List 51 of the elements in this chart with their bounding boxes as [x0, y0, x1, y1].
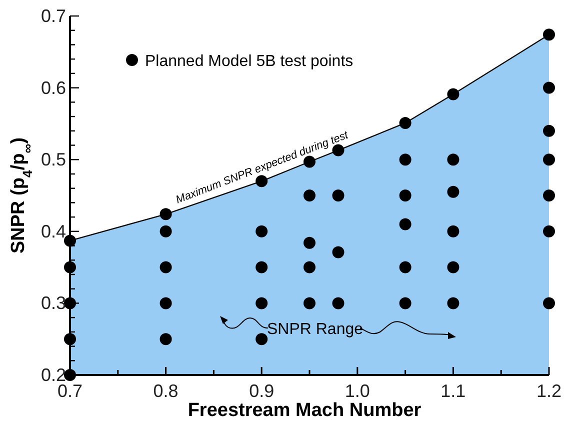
x-tick-label: 1.0: [344, 381, 370, 401]
point: [447, 297, 460, 310]
point: [399, 297, 412, 310]
point: [160, 208, 172, 220]
point: [399, 190, 412, 202]
point: [543, 154, 555, 166]
point: [399, 261, 412, 274]
annotation: SNPR Range: [266, 321, 364, 338]
point: [304, 236, 316, 249]
x-axis-title: Freestream Mach Number: [188, 400, 422, 421]
point: [399, 116, 412, 129]
y-tick-label: 0.5: [40, 150, 66, 170]
y-tick-label: 0.3: [40, 293, 66, 314]
point: [447, 261, 460, 274]
point: [447, 186, 460, 198]
point: [543, 190, 555, 202]
point: [447, 225, 460, 238]
point: [399, 218, 412, 230]
x-tick-label: 1.2: [536, 381, 562, 401]
y-tick-label: 0.7: [40, 6, 66, 26]
point: [332, 190, 344, 202]
y-tick-label: 0.4: [40, 221, 66, 242]
point: [332, 246, 344, 258]
point: [304, 297, 316, 310]
y-tick-label: 0.6: [40, 78, 66, 98]
point: [304, 261, 316, 274]
point: [160, 333, 172, 346]
x-tick-label: 0.8: [153, 381, 178, 401]
legend-label: Planned Model 5B test points: [145, 53, 354, 70]
point: [304, 156, 316, 168]
point: [543, 28, 555, 41]
point: [543, 225, 555, 238]
point: [399, 154, 412, 166]
point: [256, 261, 268, 274]
point: [543, 124, 555, 137]
point: [332, 297, 344, 310]
point: [447, 88, 460, 100]
point: [160, 261, 172, 274]
point: [256, 333, 268, 346]
point: [160, 225, 172, 238]
point: [543, 297, 555, 310]
point: [160, 297, 172, 310]
point: [304, 190, 316, 202]
x-tick-label: 1.1: [440, 381, 466, 401]
point: [256, 225, 268, 238]
point: [543, 82, 555, 94]
point: [256, 297, 268, 310]
point: [256, 175, 268, 188]
point: [332, 144, 344, 156]
point: [447, 154, 460, 166]
x-tick-label: 0.9: [249, 381, 274, 401]
